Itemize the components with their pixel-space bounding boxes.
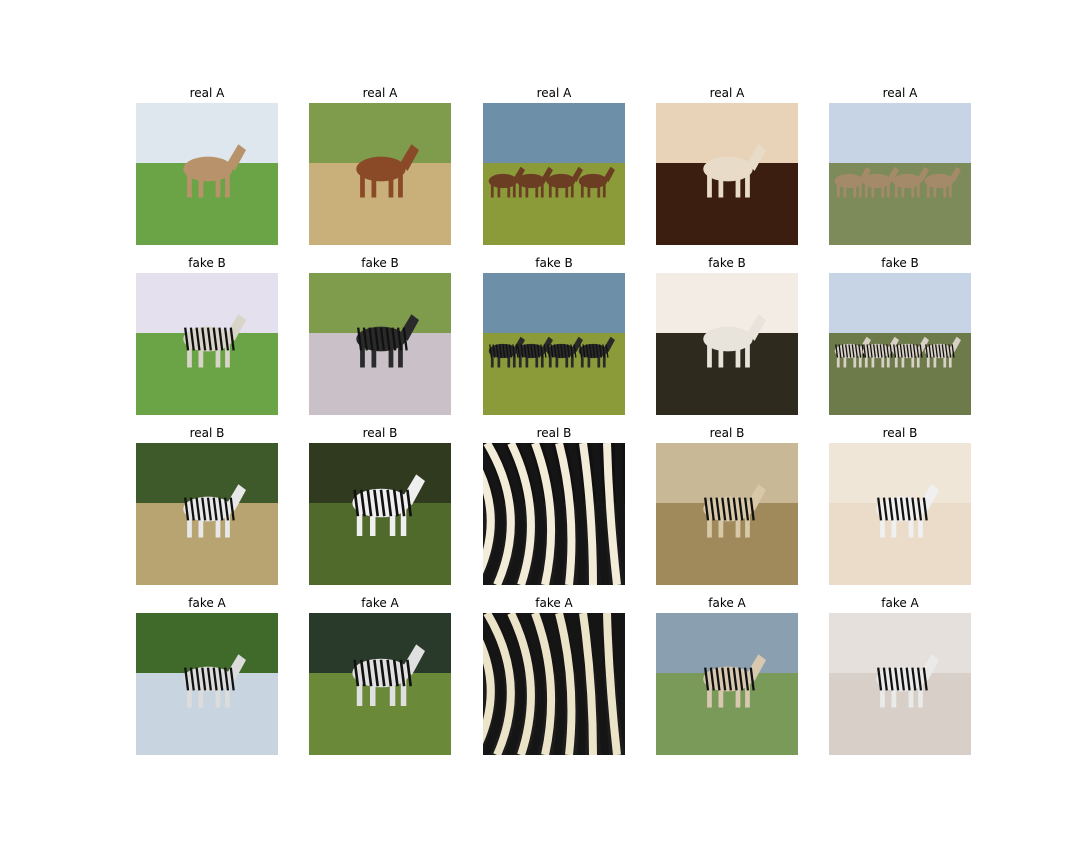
photo-horse-dust <box>829 613 971 755</box>
photo-horse-grassy-hills <box>136 103 278 245</box>
zebra-closeup-figure <box>483 443 625 585</box>
zebra-figure <box>183 654 246 708</box>
photo-horse-closeup <box>483 613 625 755</box>
photo-zebra-grassy-hills <box>136 273 278 415</box>
photo-horse-green-yard <box>656 613 798 755</box>
photo-zebras-pasture-forest <box>829 273 971 415</box>
zebra-herd-figure <box>834 336 961 368</box>
zebra-figure <box>183 484 246 538</box>
photo-horse-herd-mountains <box>483 103 625 245</box>
panel-title: real B <box>536 426 572 440</box>
zebra-grazing-figure <box>352 474 425 536</box>
photo-zebra-butte <box>656 273 798 415</box>
panel-title: real A <box>189 86 225 100</box>
photo-horse-grazing-grass <box>309 613 451 755</box>
horse-herd-figure <box>488 166 615 198</box>
panel-title: real A <box>709 86 745 100</box>
zebra-grazing-figure <box>352 644 425 706</box>
panel-title: real A <box>536 86 572 100</box>
zebra-figure <box>876 654 939 708</box>
photo-zebra-closeup <box>483 443 625 585</box>
panel-title: real B <box>709 426 745 440</box>
panel-title: fake B <box>361 256 399 270</box>
horse-figure <box>356 144 419 198</box>
panel-title: fake A <box>708 596 746 610</box>
photo-horses-pasture-forest <box>829 103 971 245</box>
panel-title: real B <box>189 426 225 440</box>
zebra-figure <box>703 484 766 538</box>
zebra-figure <box>356 314 419 368</box>
photo-zebra-tall-grass <box>309 273 451 415</box>
photo-horse-bush <box>136 613 278 755</box>
photo-horse-tall-grass <box>309 103 451 245</box>
zebra-figure <box>703 654 766 708</box>
photo-zebra-dust <box>829 443 971 585</box>
panel-title: real B <box>362 426 398 440</box>
panel-title: fake B <box>881 256 919 270</box>
panel-title: fake A <box>361 596 399 610</box>
photo-zebra-grazing-grass <box>309 443 451 585</box>
panel-title: real A <box>882 86 918 100</box>
photo-zebra-bush <box>136 443 278 585</box>
panel-title: fake B <box>188 256 226 270</box>
zebra-herd-figure <box>488 336 615 368</box>
zebra-figure <box>876 484 939 538</box>
panel-title: fake A <box>881 596 919 610</box>
panel-title: fake A <box>535 596 573 610</box>
panel-title: real B <box>882 426 918 440</box>
panel-title: fake B <box>708 256 746 270</box>
horse-herd-figure <box>834 166 961 198</box>
panel-title: fake A <box>188 596 226 610</box>
horse-figure <box>703 144 766 198</box>
photo-zebra-herd-mountains <box>483 273 625 415</box>
photo-horse-red-butte <box>656 103 798 245</box>
panel-title: real A <box>362 86 398 100</box>
photo-zebra-dirt-yard <box>656 443 798 585</box>
zebra-figure <box>183 314 246 368</box>
horse-figure <box>703 314 766 368</box>
zebra-closeup-figure <box>483 613 625 755</box>
panel-title: fake B <box>535 256 573 270</box>
horse-figure <box>183 144 246 198</box>
